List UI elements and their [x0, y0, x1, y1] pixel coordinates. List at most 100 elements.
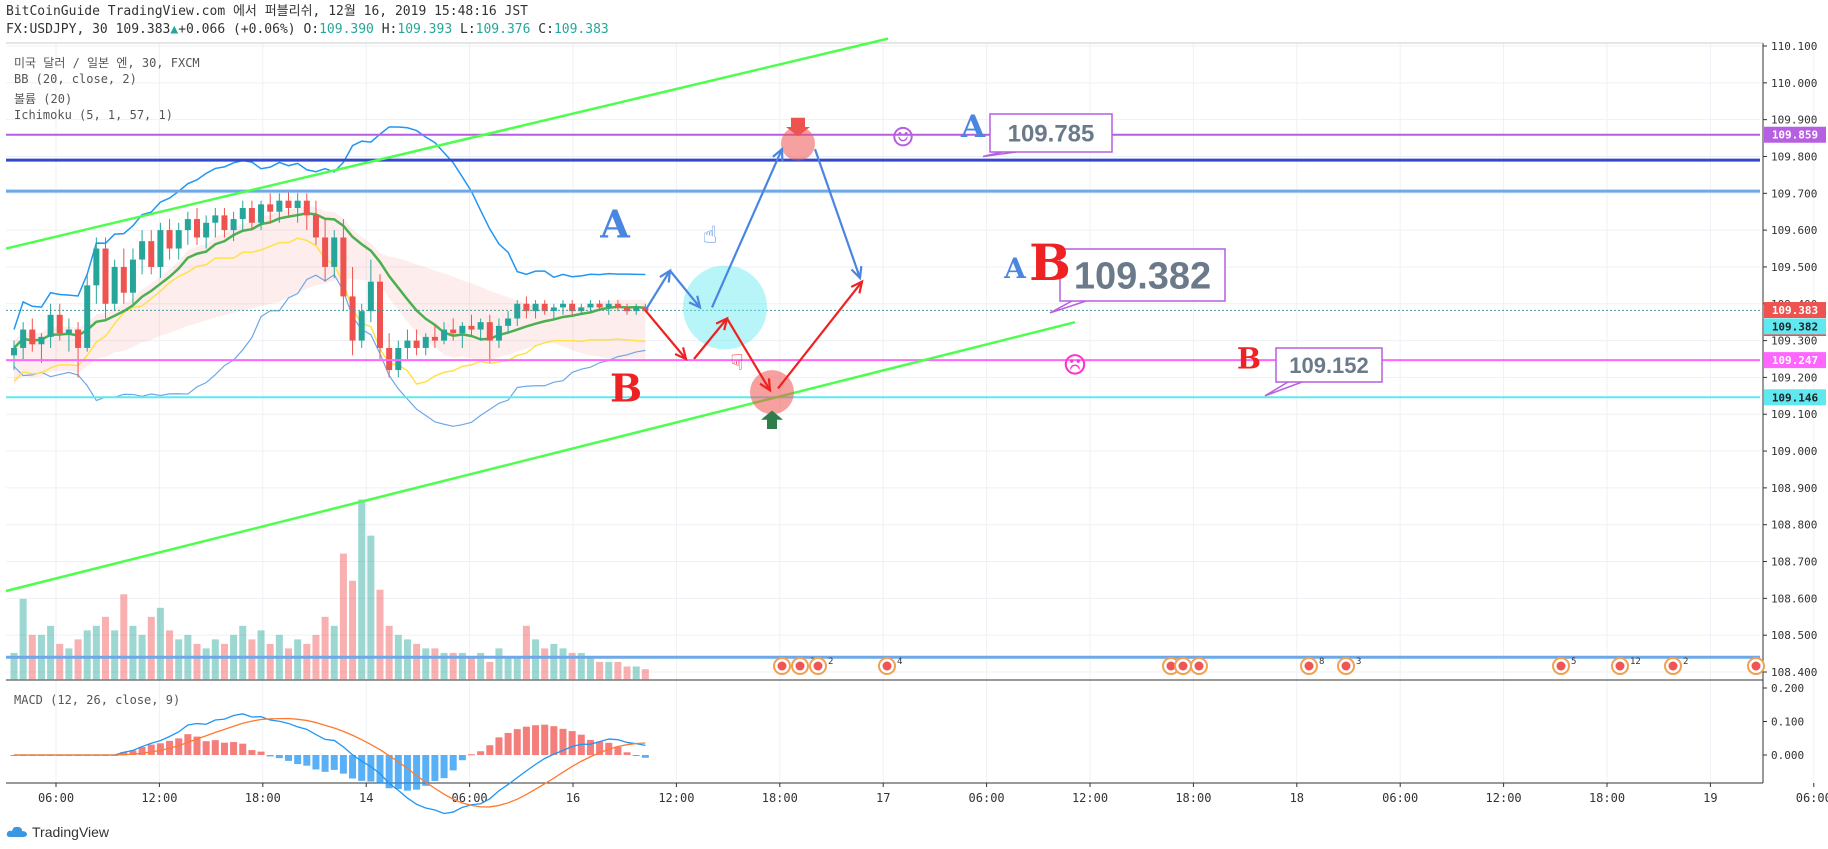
macd-histogram-bar	[211, 740, 219, 755]
candle-body	[358, 311, 365, 341]
volume-bar	[596, 661, 604, 680]
macd-histogram-bar	[504, 732, 512, 755]
macd-histogram-bar	[312, 755, 320, 770]
price-badge	[1764, 318, 1826, 335]
publisher-line: BitCoinGuide TradingView.com 에서 퍼블리쉬, 12…	[6, 4, 529, 19]
legend-ichimoku[interactable]: Ichimoku (5, 1, 57, 1)	[14, 108, 173, 122]
price-badge-label: 109.247	[1772, 354, 1818, 367]
top-target-circle[interactable]	[781, 126, 815, 161]
candle-body	[221, 215, 228, 231]
macd-histogram-bar	[623, 752, 631, 755]
macd-histogram-bar	[586, 739, 594, 755]
macd-histogram-bar	[614, 746, 622, 755]
volume-bar	[541, 648, 549, 680]
macd-histogram-bar	[522, 726, 530, 755]
scenario-arrow-a1[interactable]	[644, 270, 671, 311]
down-arrow-marker-icon	[786, 117, 810, 137]
time-tick-label: 12:00	[658, 791, 694, 805]
price-tick-label: 108.600	[1771, 592, 1817, 605]
ichimoku-base-line	[13, 211, 646, 349]
candle-body	[413, 340, 420, 348]
candle-body	[111, 266, 118, 304]
up-arrow-marker-icon	[761, 410, 783, 429]
candle-body	[139, 241, 146, 260]
scenario-arrow-b3-head	[759, 378, 772, 393]
macd-histogram-bar	[266, 755, 274, 757]
footer-brand[interactable]: TradingView	[6, 820, 109, 844]
volume-bar	[330, 625, 338, 680]
macd-histogram-bar	[468, 754, 475, 756]
time-tick-label: 12:00	[1072, 791, 1108, 805]
candle-body	[550, 307, 557, 312]
candle-body	[532, 303, 539, 312]
callout-b-109152-box[interactable]	[1275, 347, 1383, 383]
macd-histogram-bar	[458, 755, 466, 761]
scenario-arrow-a4[interactable]	[813, 148, 862, 279]
economic-event-flag-icon	[1668, 661, 1678, 671]
ohlc-line: FX:USDJPY, 30 109.383▲+0.066 (+0.06%) O:…	[6, 21, 609, 39]
volume-bar	[422, 648, 430, 680]
volume-bar	[449, 652, 457, 680]
price-tick-label: 109.600	[1771, 224, 1817, 237]
candle-body	[175, 230, 182, 249]
time-tick-label: 12:00	[1486, 791, 1522, 805]
legend-volume[interactable]: 볼륨 (20)	[14, 92, 73, 106]
volume-bar	[495, 648, 503, 680]
macd-histogram-bar	[413, 755, 421, 790]
macd-histogram-bar	[568, 731, 576, 755]
volume-bar	[285, 648, 292, 680]
candle-body	[560, 303, 566, 308]
macd-histogram-bar	[193, 736, 201, 755]
price-tick-label: 109.900	[1771, 114, 1817, 127]
scenario-arrow-b1[interactable]	[644, 309, 687, 360]
target-zone-circle[interactable]	[683, 265, 767, 350]
candle-body	[596, 303, 603, 308]
candle-body	[633, 307, 640, 312]
volume-bar	[303, 643, 311, 680]
economic-event-flag-icon	[1194, 661, 1204, 671]
candle-body	[267, 204, 274, 212]
macd-histogram-bar	[184, 734, 192, 755]
channel-lower-trendline[interactable]	[5, 320, 1076, 593]
callout-b-109382-box[interactable]	[1059, 248, 1226, 302]
volume-bar	[431, 648, 439, 680]
macd-tick-label: 0.000	[1771, 749, 1804, 762]
callout-letter-a-small: A	[1003, 252, 1027, 285]
channel-upper-trendline[interactable]	[5, 37, 889, 250]
scenario-arrow-b4[interactable]	[777, 280, 863, 390]
callout-a-109785-box[interactable]	[989, 113, 1113, 153]
candle-body	[450, 329, 457, 334]
macd-signal-line	[14, 717, 646, 808]
change-value: +0.066 (+0.06%)	[178, 22, 296, 37]
callout-b-109152-tail	[1264, 381, 1303, 397]
macd-histogram-bar	[220, 742, 228, 755]
price-tick-label: 109.700	[1771, 187, 1817, 200]
up-triangle-icon: ▲	[170, 22, 179, 37]
macd-histogram-bar	[294, 755, 302, 765]
scenario-arrow-a3[interactable]	[710, 148, 784, 308]
legend-macd[interactable]: MACD (12, 26, close, 9)	[14, 693, 181, 707]
scenario-arrow-a2[interactable]	[669, 269, 701, 309]
callout-b-109382-tail	[1049, 300, 1087, 314]
macd-histogram-bar	[376, 755, 384, 784]
volume-bar	[147, 616, 155, 680]
scenario-arrow-b2[interactable]	[693, 317, 728, 360]
time-tick-label: 06:00	[452, 791, 488, 805]
price-badge	[1764, 389, 1826, 406]
time-tick-label: 06:00	[1382, 791, 1418, 805]
price-tick-label: 109.100	[1771, 408, 1817, 421]
volume-bar	[440, 652, 448, 680]
legend-bb[interactable]: BB (20, close, 2)	[14, 72, 137, 86]
volume-bar	[19, 598, 27, 680]
volume-bar	[532, 639, 540, 680]
pointer-hand-down-icon: ☟	[730, 351, 743, 376]
volume-bar	[339, 553, 347, 680]
economic-event-flag-icon	[1304, 661, 1314, 671]
macd-histogram-bar	[339, 755, 347, 774]
macd-histogram-bar	[422, 755, 430, 786]
volume-bar	[175, 639, 183, 680]
scenario-arrow-b3[interactable]	[726, 317, 771, 391]
scenario-arrow-b1-head	[674, 347, 688, 361]
scenario-arrow-b4-head	[850, 279, 864, 294]
